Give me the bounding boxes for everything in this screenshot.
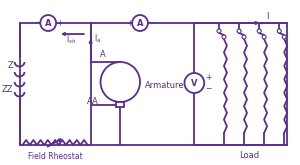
Circle shape	[237, 29, 241, 33]
Text: Load: Load	[239, 151, 259, 160]
Text: +: +	[126, 18, 132, 28]
Text: −: −	[34, 18, 41, 28]
Circle shape	[282, 35, 286, 39]
Circle shape	[222, 35, 226, 39]
Circle shape	[242, 35, 246, 39]
Text: A: A	[100, 50, 105, 59]
Text: A: A	[137, 18, 143, 28]
Bar	[116, 102, 124, 107]
Text: V: V	[191, 79, 198, 87]
Text: A: A	[45, 18, 51, 28]
Text: AA: AA	[87, 97, 99, 105]
Text: I: I	[266, 12, 269, 21]
Circle shape	[277, 29, 281, 33]
Text: Z: Z	[8, 61, 14, 69]
Circle shape	[257, 29, 261, 33]
Text: Armature: Armature	[145, 81, 184, 89]
Text: −: −	[205, 84, 211, 94]
Circle shape	[40, 15, 56, 31]
Circle shape	[132, 15, 148, 31]
Text: +: +	[205, 72, 211, 82]
Circle shape	[100, 62, 140, 102]
Text: −: −	[148, 18, 154, 28]
Text: +: +	[56, 18, 62, 28]
Text: Field Rheostat: Field Rheostat	[28, 152, 82, 161]
Text: ZZ: ZZ	[2, 85, 14, 95]
Circle shape	[184, 73, 204, 93]
Text: I$_{sh}$: I$_{sh}$	[66, 33, 76, 46]
Circle shape	[262, 35, 266, 39]
Circle shape	[217, 29, 221, 33]
Text: I$_a$: I$_a$	[94, 33, 101, 45]
